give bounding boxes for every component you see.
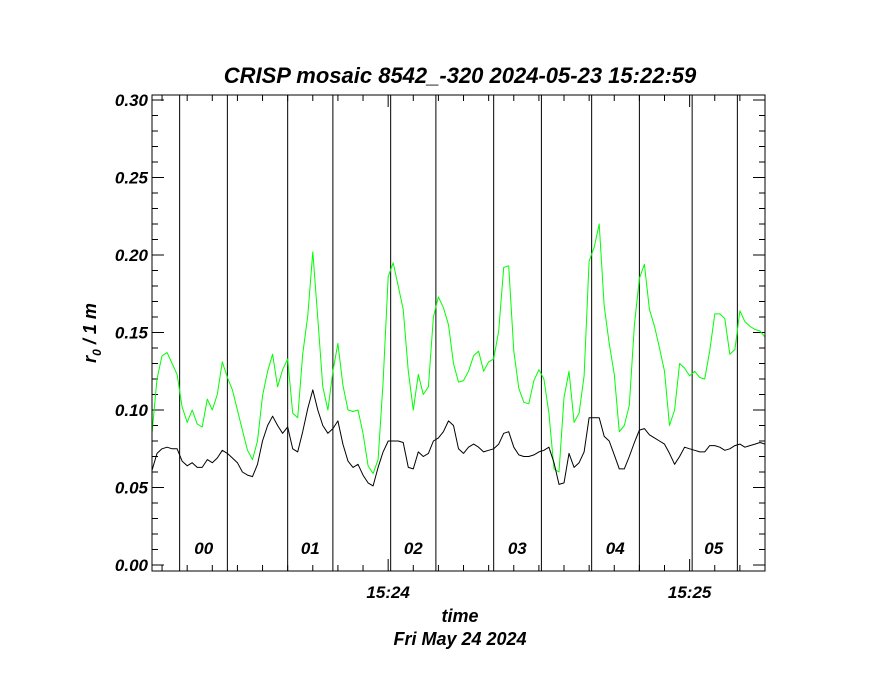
y-axis: 0.00 0.05 0.10 0.15 0.20 0.25 0.30 [115,91,765,575]
series-layer [151,223,766,487]
segment-boundaries [179,95,738,571]
y-tick-label: 0.05 [115,479,149,498]
y-axis-title-subscript: 0 [90,349,104,356]
y-tick-label: 0.10 [115,401,149,420]
y-tick-label: 0.00 [115,556,149,575]
segment-label: 02 [404,539,423,558]
x-axis-title: time [441,606,478,626]
segment-label: 05 [704,539,723,558]
y-axis-title-rest: / 1 m [80,303,100,349]
segment-label: 01 [301,539,320,558]
y-axis-title-main: r [80,355,100,363]
y-tick-label: 0.20 [115,246,149,265]
x-axis-subtitle: Fri May 24 2024 [393,629,526,649]
segment-label: 04 [606,539,625,558]
x-tick-label: 15:25 [668,583,712,602]
series-line-green [151,223,766,475]
y-axis-title: r0 / 1 m [80,303,104,363]
y-tick-label: 0.15 [115,324,149,343]
y-tick-label: 0.25 [115,169,149,188]
x-tick-label: 15:24 [366,583,410,602]
plot-frame [151,94,766,572]
segment-label: 00 [194,539,213,558]
y-tick-label: 0.30 [115,91,149,110]
segment-label: 03 [508,539,527,558]
x-axis: 15:24 15:25 [161,95,766,602]
chart-title: CRISP mosaic 8542_-320 2024-05-23 15:22:… [224,63,697,88]
series-line-black [151,389,766,487]
segment-labels: 00 01 02 03 04 05 [194,539,723,558]
